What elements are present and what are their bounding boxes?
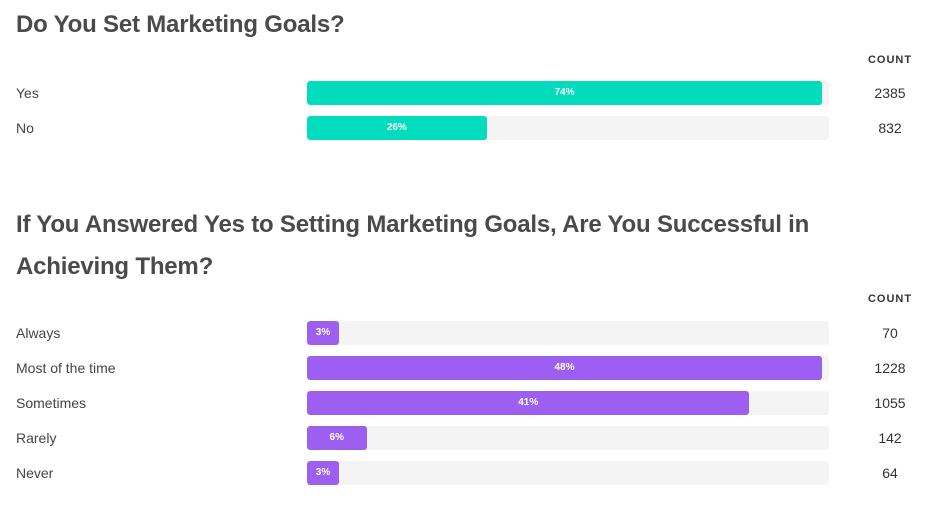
chart-title: Do You Set Marketing Goals?	[16, 11, 345, 38]
bar-fill: 3%	[307, 461, 339, 485]
bar-fill: 41%	[307, 391, 750, 415]
percent-label: 48%	[554, 362, 575, 373]
percent-label: 3%	[315, 327, 331, 338]
count-header: COUNT	[867, 54, 913, 66]
bar-track: 74%	[307, 81, 829, 105]
count-header: COUNT	[867, 293, 913, 305]
count-value: 1055	[874, 395, 906, 411]
bar-label: Rarely	[16, 430, 57, 446]
bar-fill: 74%	[307, 81, 822, 105]
count-value: 142	[878, 430, 902, 446]
percent-label: 3%	[315, 467, 331, 478]
count-value: 64	[882, 465, 898, 481]
count-value: 832	[878, 120, 902, 136]
bar-row-sometimes: Sometimes 41% 1055	[0, 391, 937, 415]
bar-row-never: Never 3% 64	[0, 461, 937, 485]
bar-label: No	[16, 120, 34, 136]
bar-row-most-of-the-time: Most of the time 48% 1228	[0, 356, 937, 380]
bar-fill: 6%	[307, 426, 367, 450]
bar-row-no: No 26% 832	[0, 116, 937, 140]
bar-fill: 48%	[307, 356, 822, 380]
count-value: 1228	[874, 360, 906, 376]
bar-row-yes: Yes 74% 2385	[0, 81, 937, 105]
bar-track: 3%	[307, 321, 829, 345]
bar-fill: 26%	[307, 116, 487, 140]
bar-label: Never	[16, 465, 54, 481]
bar-row-always: Always 3% 70	[0, 321, 937, 345]
bar-fill: 3%	[307, 321, 339, 345]
count-value: 70	[882, 325, 898, 341]
percent-label: 74%	[554, 87, 575, 98]
bar-track: 41%	[307, 391, 829, 415]
bar-track: 48%	[307, 356, 829, 380]
count-value: 2385	[874, 85, 906, 101]
chart-title: If You Answered Yes to Setting Marketing…	[16, 211, 810, 280]
bar-track: 6%	[307, 426, 829, 450]
bar-track: 26%	[307, 116, 829, 140]
percent-label: 41%	[518, 397, 539, 408]
percent-label: 6%	[329, 432, 344, 443]
bar-label: Yes	[16, 85, 39, 101]
bar-label: Always	[16, 325, 61, 341]
bar-label: Sometimes	[16, 395, 87, 411]
bar-label: Most of the time	[16, 360, 116, 376]
percent-label: 26%	[386, 122, 407, 133]
bar-track: 3%	[307, 461, 829, 485]
bar-row-rarely: Rarely 6% 142	[0, 426, 937, 450]
